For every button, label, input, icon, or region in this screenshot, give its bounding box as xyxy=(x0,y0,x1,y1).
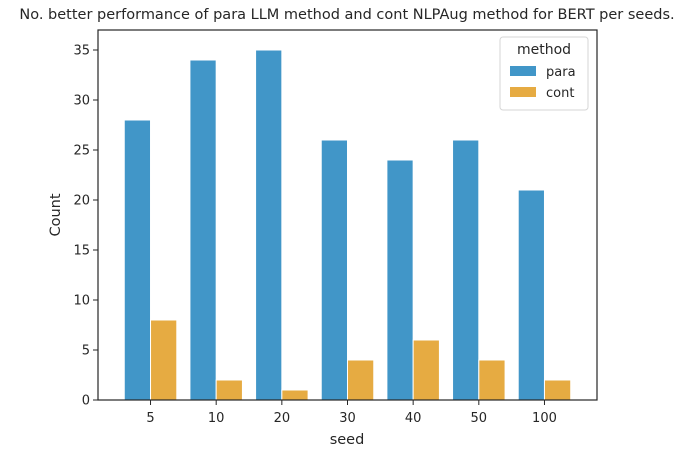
y-tick-label: 30 xyxy=(73,94,90,109)
x-tick-label: 50 xyxy=(471,411,488,426)
y-tick-label: 25 xyxy=(73,144,90,159)
x-tick-label: 30 xyxy=(339,411,356,426)
x-tick-label: 5 xyxy=(146,411,154,426)
bar-cont-20 xyxy=(281,389,309,401)
bar-cont-5 xyxy=(150,319,178,401)
chart-title: No. better performance of para LLM metho… xyxy=(19,7,674,23)
bar-para-40 xyxy=(386,159,414,401)
bar-cont-30 xyxy=(347,359,375,401)
y-tick-label: 10 xyxy=(73,294,90,309)
y-tick-label: 5 xyxy=(82,344,90,359)
bar-cont-40 xyxy=(412,339,440,401)
x-tick-label: 10 xyxy=(208,411,225,426)
legend: method para cont xyxy=(499,36,589,111)
bar-cont-10 xyxy=(215,379,243,401)
plot-area: 5 10 20 30 40 50 100 0 5 10 15 20 25 30 35 xyxy=(73,29,598,426)
y-tick-label: 20 xyxy=(73,194,90,209)
y-axis-label: Count xyxy=(48,193,64,236)
bar-para-30 xyxy=(320,139,348,401)
bar-para-50 xyxy=(452,139,480,401)
bar-cont-100 xyxy=(543,379,572,401)
bar-para-20 xyxy=(255,49,283,401)
bar-para-5 xyxy=(123,119,152,401)
legend-swatch-cont xyxy=(510,87,536,97)
legend-label-para: para xyxy=(546,65,576,80)
x-tick-label: 40 xyxy=(405,411,422,426)
legend-title: method xyxy=(517,42,571,58)
x-axis-label: seed xyxy=(330,432,365,448)
y-tick-label: 15 xyxy=(73,244,90,259)
bar-para-100 xyxy=(517,189,545,401)
bar-cont-50 xyxy=(478,359,506,401)
legend-label-cont: cont xyxy=(546,86,574,101)
x-tick-label: 20 xyxy=(274,411,291,426)
y-tick-label: 0 xyxy=(82,394,90,409)
x-tick-label: 100 xyxy=(532,411,557,426)
y-tick-label: 35 xyxy=(73,44,90,59)
legend-swatch-para xyxy=(510,66,536,76)
plot-frame xyxy=(97,29,598,401)
bar-para-10 xyxy=(189,59,217,401)
